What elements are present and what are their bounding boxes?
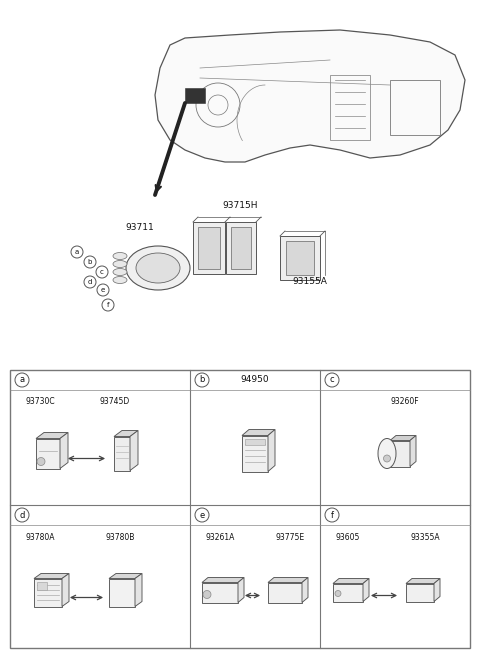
Text: 93775E: 93775E [276,533,305,542]
Text: a: a [19,375,24,384]
Circle shape [335,591,341,597]
Text: 94950: 94950 [240,375,269,384]
Text: a: a [75,249,79,255]
Polygon shape [36,438,60,468]
Circle shape [84,276,96,288]
Polygon shape [390,441,410,466]
Polygon shape [390,436,416,441]
Text: b: b [88,259,92,265]
Circle shape [84,256,96,268]
Text: c: c [100,269,104,275]
Circle shape [15,508,29,522]
Polygon shape [231,227,251,269]
Polygon shape [238,578,244,603]
Text: 93780A: 93780A [25,533,55,542]
Ellipse shape [113,261,127,267]
Polygon shape [226,222,256,274]
Text: d: d [88,279,92,285]
Polygon shape [406,578,440,584]
Bar [185,88,205,103]
Polygon shape [280,236,320,280]
Ellipse shape [378,438,396,468]
Bar [37,582,47,590]
Text: 93730C: 93730C [25,398,55,407]
Text: 93155A: 93155A [293,278,327,286]
Text: f: f [107,302,109,308]
Polygon shape [363,578,369,601]
Ellipse shape [113,269,127,276]
Text: e: e [199,510,204,519]
Polygon shape [36,432,68,438]
Polygon shape [114,430,138,436]
Circle shape [325,508,339,522]
Text: 93745D: 93745D [100,398,130,407]
Ellipse shape [136,253,180,283]
Polygon shape [268,578,308,582]
Text: 93711: 93711 [126,223,155,233]
Polygon shape [302,578,308,603]
Polygon shape [193,222,225,274]
Circle shape [203,591,211,599]
Circle shape [384,455,391,462]
Ellipse shape [126,246,190,290]
Polygon shape [242,430,275,436]
Text: 93605: 93605 [336,533,360,542]
Text: 93260F: 93260F [391,398,420,407]
Polygon shape [34,578,62,607]
Circle shape [96,266,108,278]
Text: f: f [331,510,334,519]
Bar [330,75,370,140]
Polygon shape [333,584,363,601]
Ellipse shape [113,276,127,284]
Circle shape [37,457,45,466]
Polygon shape [202,578,244,582]
Polygon shape [155,30,465,162]
Bar [10,370,470,648]
Text: c: c [330,375,334,384]
Circle shape [195,508,209,522]
Text: 93780B: 93780B [105,533,135,542]
Polygon shape [109,574,142,578]
Text: 93715H: 93715H [222,200,258,210]
Polygon shape [406,584,434,601]
Polygon shape [242,436,268,472]
Text: d: d [19,510,24,519]
Circle shape [15,373,29,387]
Polygon shape [130,430,138,470]
Polygon shape [62,574,69,607]
Bar [245,438,265,445]
Polygon shape [60,432,68,468]
Polygon shape [268,582,302,603]
Polygon shape [135,574,142,607]
Circle shape [71,246,83,258]
Polygon shape [410,436,416,466]
Text: b: b [199,375,204,384]
Text: 93355A: 93355A [410,533,440,542]
Bar [390,80,440,135]
Ellipse shape [113,252,127,259]
Circle shape [102,299,114,311]
Polygon shape [286,241,314,275]
Circle shape [195,373,209,387]
Polygon shape [34,574,69,578]
Text: 93261A: 93261A [205,533,235,542]
Polygon shape [434,578,440,601]
Polygon shape [202,582,238,603]
Polygon shape [114,436,130,470]
Polygon shape [333,578,369,584]
Circle shape [325,373,339,387]
Text: e: e [101,287,105,293]
Polygon shape [109,578,135,607]
Polygon shape [198,227,220,269]
Polygon shape [268,430,275,472]
Circle shape [97,284,109,296]
